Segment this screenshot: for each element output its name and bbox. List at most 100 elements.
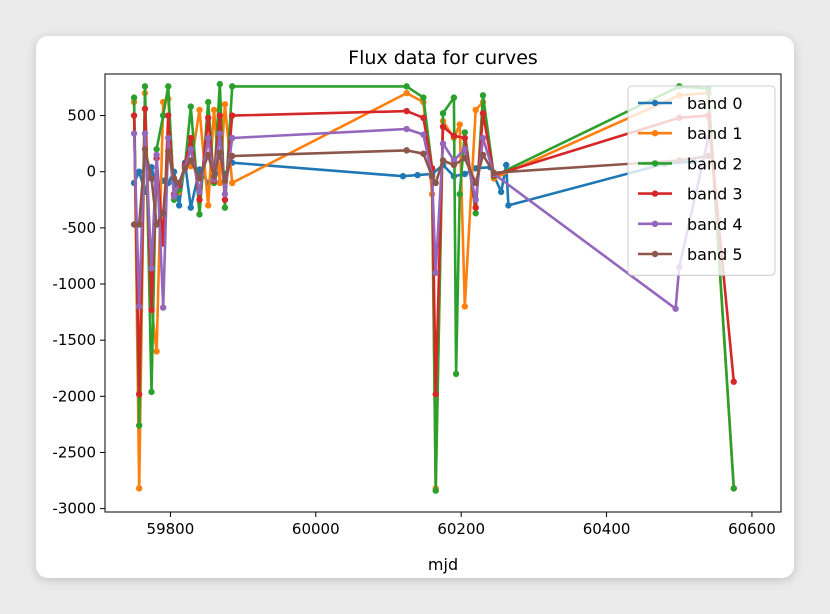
data-point [135,390,143,398]
data-point [399,173,407,180]
data-point [148,265,155,272]
data-point [148,306,155,314]
data-point [141,130,149,137]
y-tick-label: -500 [62,219,96,237]
data-point [730,378,737,385]
plot-frame [104,73,782,513]
data-point [216,112,224,119]
data-point [479,110,487,117]
legend-label: band 4 [687,215,743,234]
data-point [153,221,160,228]
series-line [134,147,709,226]
data-point [216,149,224,156]
data-point [205,98,212,106]
data-point [148,175,155,182]
legend-item: band 4 [638,215,743,234]
data-point [135,168,143,175]
figure-card: 59800 60000 60200 60400 60600 500 0 -500 -1000 -… [36,36,794,578]
data-point [229,179,236,187]
x-tick-label: 59800 [147,520,195,538]
data-point [196,196,203,203]
data-point [130,94,138,101]
data-point [439,110,447,117]
y-tick-label: -3000 [52,500,96,518]
data-point [479,92,487,99]
data-point [456,190,463,198]
data-point [170,175,178,182]
x-axis: 59800 60000 60200 60400 60600 [147,512,776,538]
data-point [450,157,458,164]
data-point [420,131,427,138]
data-point [148,388,155,396]
data-point [216,179,224,187]
legend-item: band 2 [638,154,743,173]
legend-label: band 5 [687,245,743,264]
data-point [135,303,143,310]
data-point [165,134,172,142]
legend-swatch-marker [651,130,659,137]
data-point [497,188,505,196]
data-point [403,89,410,97]
y-tick-label: -1500 [52,331,96,349]
data-point [461,146,469,153]
data-point [175,179,183,187]
data-point [141,105,149,113]
data-point [196,175,203,182]
data-point [205,134,212,142]
legend-item: band 3 [638,185,743,204]
data-point [205,114,212,122]
data-point [153,146,160,153]
data-point [428,173,436,180]
legend-swatch-marker [651,220,659,227]
data-point [472,210,479,217]
data-point [210,106,218,114]
x-tick-label: 60000 [292,520,340,538]
data-point [229,83,236,90]
data-point [461,170,469,178]
data-point [450,132,458,139]
data-point [187,103,194,110]
data-point [130,221,138,228]
data-point [403,107,410,115]
data-point [221,101,229,108]
data-point [472,179,479,187]
legend-item: band 1 [638,124,743,143]
flux-line-chart: 59800 60000 60200 60400 60600 500 0 -500 -1000 -… [52,47,782,574]
data-point [479,134,487,142]
data-point [432,390,439,398]
data-point [135,485,143,492]
data-point [141,83,149,90]
data-point [490,169,498,177]
data-point [135,221,143,228]
y-tick-label: -2000 [52,387,96,405]
legend-item: band 0 [638,94,743,113]
legend-label: band 1 [687,124,743,143]
data-point [439,157,447,164]
data-point [196,106,203,114]
data-point [159,112,167,119]
data-point [175,202,183,209]
legend-label: band 2 [687,154,743,173]
data-point [159,210,167,217]
data-point [221,177,229,184]
legend-label: band 0 [687,94,743,113]
data-point [420,114,427,122]
data-point [472,204,479,211]
data-point [153,151,160,159]
legend-swatch-marker [651,160,659,167]
data-point [461,155,469,162]
data-point [730,485,737,492]
data-point [461,129,469,136]
data-point [439,123,447,130]
series-band-5 [130,146,712,228]
data-point [135,422,143,429]
data-point [472,106,479,114]
data-point [229,152,236,160]
y-tick-label: 500 [67,107,96,125]
data-point [170,193,178,200]
data-point [439,140,447,147]
chart-title: Flux data for curves [348,47,538,69]
data-point [159,304,167,311]
data-point [181,165,189,172]
data-point [432,179,439,187]
